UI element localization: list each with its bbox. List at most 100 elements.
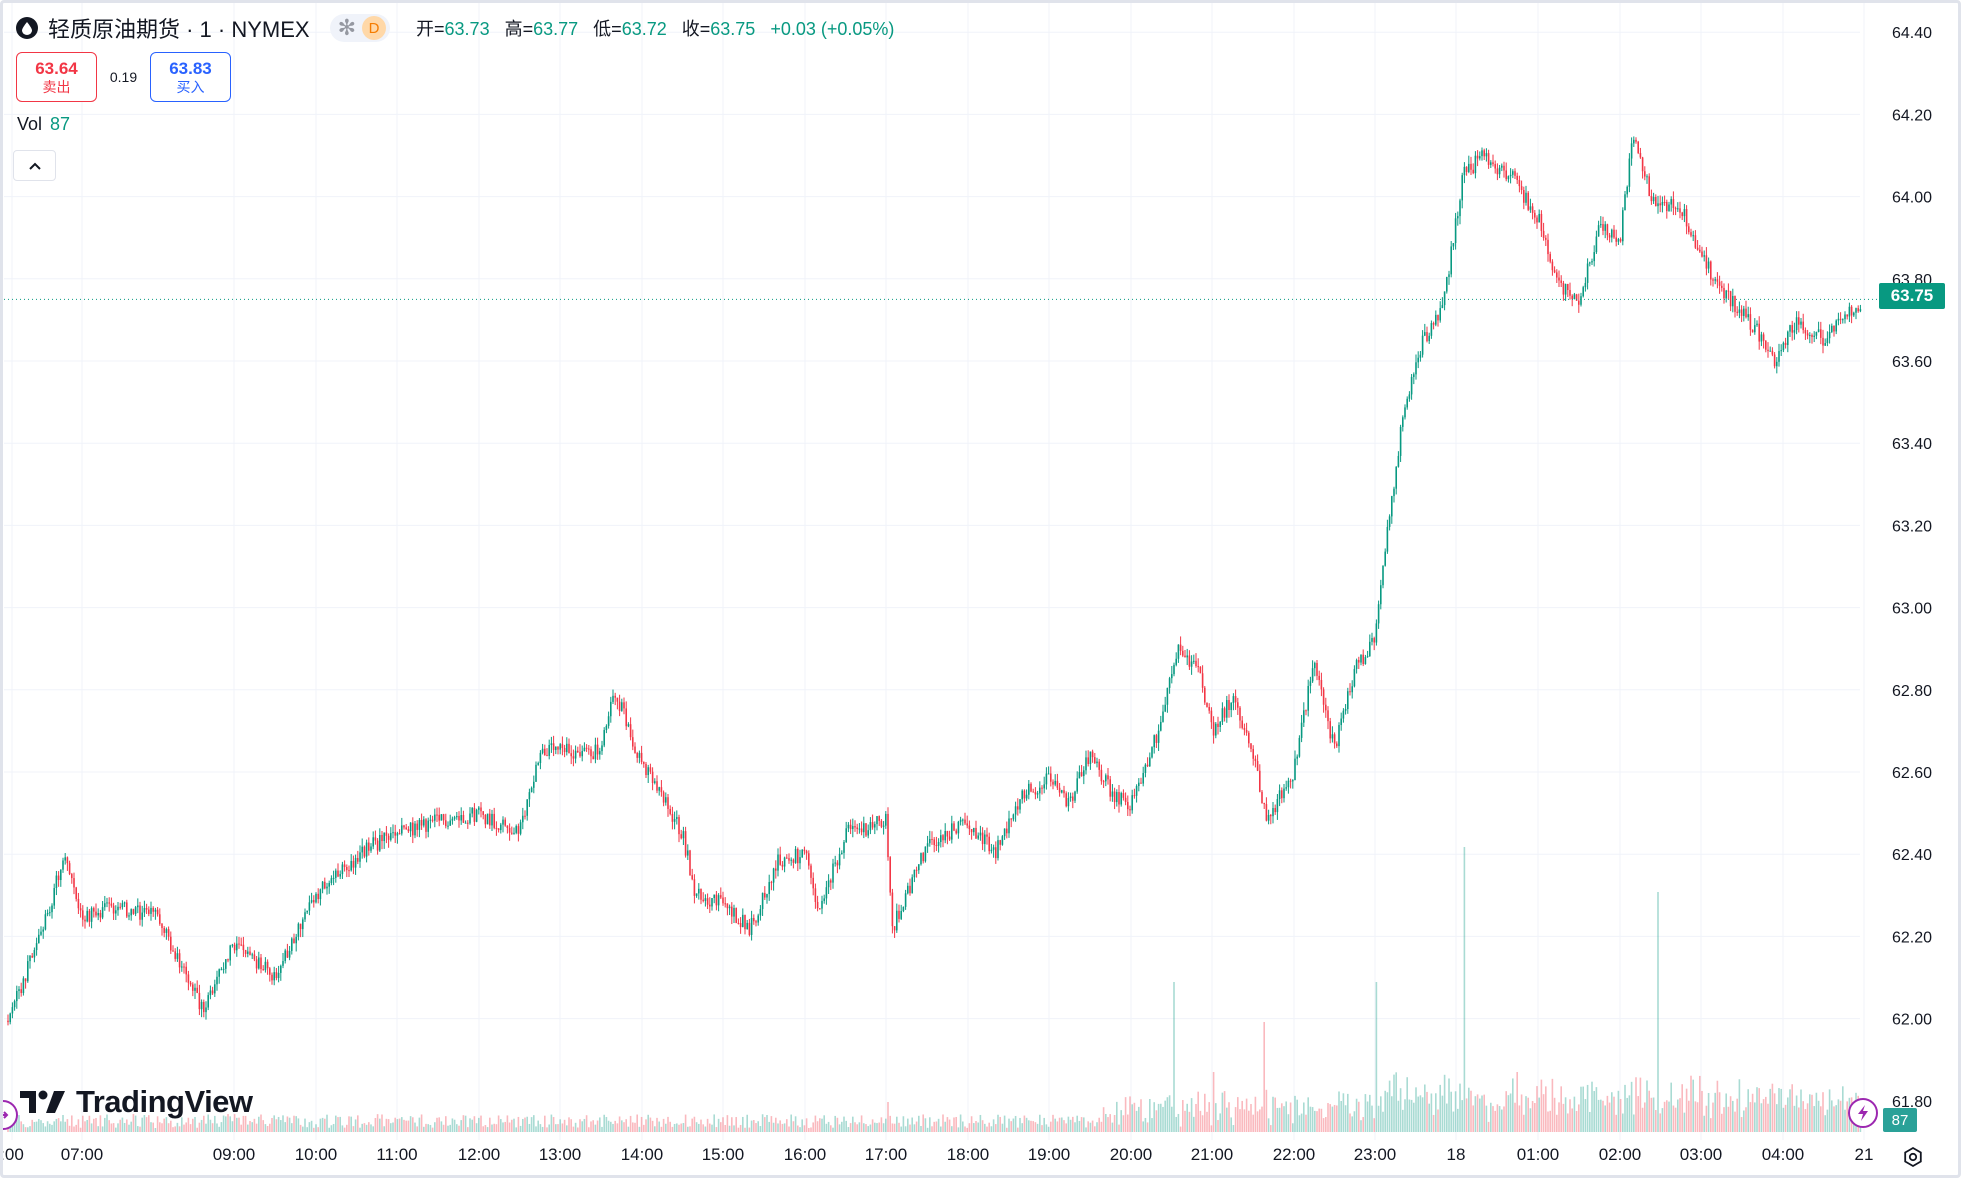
volume-bar-518 [1146, 1122, 1149, 1132]
candle-body-75 [172, 950, 174, 952]
time-tick-label-19: 02:00 [1599, 1145, 1642, 1164]
sell-button[interactable]: 63.64 卖出 [16, 52, 97, 102]
volume-bar-508 [1124, 1097, 1127, 1132]
candle-body-650 [1437, 314, 1439, 321]
volume-bar-70 [161, 1123, 163, 1132]
price-tick-label-2: 62.40 [1892, 847, 1932, 864]
volume-bar-341 [757, 1121, 759, 1132]
candle-body-149 [335, 870, 337, 878]
volume-bar-382 [847, 1127, 850, 1132]
candle-body-535 [1184, 655, 1186, 658]
volume-bar-76 [174, 1126, 176, 1132]
candle-body-243 [541, 748, 544, 753]
candle-body-35 [84, 919, 86, 922]
volume-bar-718 [1586, 1084, 1589, 1132]
volume-bar-313 [695, 1122, 698, 1132]
candle-body-607 [1342, 710, 1345, 719]
candle-body-734 [1622, 210, 1624, 242]
volume-bar-319 [709, 1123, 711, 1132]
candle-body-156 [350, 860, 352, 871]
volume-bar-401 [889, 1115, 891, 1132]
candle-body-266 [592, 756, 594, 760]
volume-bar-569 [1259, 1109, 1261, 1132]
candle-body-290 [645, 763, 647, 776]
candle-body-740 [1635, 139, 1637, 142]
volume-bar-380 [843, 1116, 845, 1132]
candle-body-269 [599, 751, 601, 755]
candle-body-80 [183, 966, 185, 968]
volume-bar-265 [590, 1121, 592, 1132]
candle-body-13 [35, 943, 38, 951]
volume-bar-650 [1437, 1109, 1439, 1132]
volume-bar-170 [381, 1114, 383, 1132]
volume-bar-514 [1138, 1106, 1140, 1132]
volume-bar-570 [1261, 1106, 1263, 1132]
candle-body-23 [57, 875, 60, 881]
volume-bar-459 [1017, 1127, 1019, 1132]
volume-bar-325 [722, 1117, 724, 1132]
volume-bar-545 [1206, 1111, 1208, 1132]
candle-body-413 [915, 869, 918, 871]
candle-body-163 [365, 842, 368, 857]
volume-bar-16 [42, 1123, 44, 1132]
volume-bar-309 [687, 1126, 689, 1132]
chart-settings-button[interactable] [1900, 1144, 1926, 1170]
candle-body-503 [1113, 791, 1116, 803]
buy-button[interactable]: 63.83 买入 [150, 52, 231, 102]
candle-body-141 [317, 893, 319, 900]
candle-body-537 [1188, 655, 1191, 667]
volume-bar-580 [1283, 1106, 1285, 1132]
volume-bar-127 [286, 1116, 289, 1132]
candle-body-782 [1727, 290, 1730, 292]
volume-bar-780 [1723, 1107, 1725, 1132]
time-tick-label-4: 11:00 [376, 1145, 417, 1164]
volume-bar-264 [588, 1127, 590, 1132]
time-tick-label-22: 21 [1855, 1145, 1874, 1164]
candle-body-197 [440, 814, 443, 821]
price-tick-label-7: 63.40 [1892, 436, 1932, 453]
candle-body-386 [856, 827, 858, 830]
volume-bar-659 [1457, 1108, 1459, 1132]
candle-body-93 [211, 990, 214, 994]
volume-bar-482 [1067, 1116, 1070, 1132]
volume-bar-608 [1344, 1105, 1347, 1132]
candle-body-780 [1723, 287, 1725, 299]
volume-bar-511 [1131, 1104, 1133, 1132]
volume-label[interactable]: Vol [17, 114, 43, 134]
volume-bar-496 [1098, 1117, 1100, 1132]
collapse-legend-button[interactable] [13, 150, 56, 181]
volume-bar-336 [746, 1114, 748, 1132]
volume-bar-588 [1300, 1113, 1303, 1132]
volume-bar-691 [1527, 1097, 1529, 1132]
lightning-button[interactable] [1848, 1098, 1878, 1128]
time-tick-label-17: 18 [1447, 1145, 1466, 1164]
symbol-title[interactable]: 轻质原油期货 · 1 · NYMEX [48, 17, 310, 42]
tradingview-logo[interactable]: TradingView [20, 1084, 253, 1120]
time-axis[interactable]: :00 07:00 09:00 10:00 11:00 12:00 13:00 14:00 15… [0, 1145, 1873, 1164]
candle-body-165 [370, 846, 372, 851]
volume-bar-612 [1353, 1111, 1356, 1132]
volume-bar-665 [1470, 1090, 1472, 1132]
volume-bar-73 [167, 1123, 170, 1132]
price-axis[interactable]: 62.0062.2062.4062.6062.8063.0063.2063.40… [1892, 25, 1932, 1111]
volume-bar-42 [99, 1115, 102, 1132]
candle-body-215 [480, 807, 482, 812]
market-status-pill[interactable]: ✻ D [329, 14, 391, 42]
candle-body-421 [933, 839, 935, 846]
volume-bar-404 [896, 1116, 898, 1132]
candle-body-550 [1217, 723, 1219, 728]
volume-bar-768 [1696, 1102, 1699, 1132]
volume-bar-698 [1542, 1094, 1545, 1132]
volume-bar-633 [1399, 1088, 1402, 1132]
volume-bar-304 [676, 1123, 678, 1132]
candle-body-666 [1472, 169, 1474, 174]
candle-body-19 [49, 912, 51, 914]
candle-body-789 [1743, 308, 1745, 316]
volume-bar-235 [524, 1117, 526, 1132]
candle-body-103 [233, 944, 236, 951]
candle-body-26 [64, 857, 66, 861]
candle-body-770 [1701, 251, 1703, 257]
volume-bar-652 [1441, 1095, 1444, 1132]
volume-bar-120 [271, 1117, 273, 1132]
